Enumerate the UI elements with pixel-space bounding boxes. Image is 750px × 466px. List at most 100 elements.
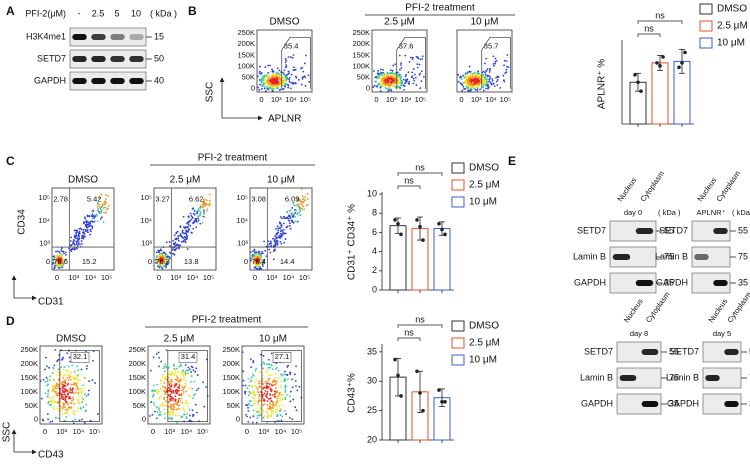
event-dot [74, 229, 77, 232]
event-dot [160, 382, 163, 385]
event-dot [504, 72, 507, 75]
event-dot [275, 227, 278, 230]
legend-swatch [451, 320, 465, 332]
event-dot [174, 395, 177, 398]
band [612, 254, 631, 260]
event-dot [156, 388, 159, 391]
event-dot [64, 258, 67, 261]
gate [167, 350, 208, 423]
event-dot [276, 408, 279, 411]
event-dot [159, 404, 162, 406]
event-dot [195, 220, 198, 223]
event-dot [196, 374, 199, 376]
event-dot [64, 412, 67, 415]
event-dot [78, 243, 81, 246]
band [129, 56, 144, 62]
event-dot [297, 203, 299, 206]
event-dot [249, 380, 252, 383]
condition-label: day 5 [713, 329, 731, 338]
event-dot [267, 64, 269, 67]
event-dot [49, 375, 52, 378]
event-dot [256, 411, 259, 414]
event-dot [182, 240, 185, 242]
event-dot [264, 82, 267, 85]
event-dot [259, 414, 262, 416]
event-dot [54, 387, 57, 390]
event-dot [461, 89, 464, 92]
x-tick-label: 0 [374, 95, 378, 104]
event-dot [163, 382, 166, 384]
kda-label: 55 [738, 225, 748, 235]
event-dot [466, 72, 469, 75]
event-dot [202, 381, 204, 384]
event-dot [250, 259, 252, 262]
event-dot [249, 416, 252, 419]
event-dot [296, 197, 299, 200]
quadrant-value: 6.09 [285, 194, 300, 203]
event-dot [98, 210, 100, 213]
event-dot [178, 234, 181, 237]
event-dot [184, 364, 187, 366]
event-dot [378, 77, 381, 80]
event-dot [267, 413, 270, 416]
y-tick-label: 50K [25, 401, 38, 410]
legend-swatch [699, 37, 713, 49]
event-dot [263, 403, 266, 405]
event-dot [189, 224, 192, 227]
event-dot [294, 220, 297, 223]
event-dot [287, 70, 290, 73]
event-dot [282, 222, 285, 225]
x-tick-label: 10⁴ [285, 95, 297, 104]
gate-value: 35.4 [284, 42, 299, 51]
event-dot [419, 58, 422, 61]
event-dot [460, 78, 463, 80]
event-dot [274, 80, 277, 82]
event-dot [394, 72, 397, 75]
y-tick-label: 250K [352, 28, 370, 37]
event-dot [168, 413, 171, 416]
event-dot [389, 72, 392, 75]
row-label: SETD7 [577, 225, 606, 235]
event-dot [87, 223, 90, 226]
y-tick-label: 100K [128, 387, 146, 396]
event-dot [86, 229, 89, 232]
event-dot [491, 77, 494, 80]
event-dot [64, 390, 66, 393]
event-dot [288, 416, 291, 419]
event-dot [172, 247, 175, 249]
event-dot [298, 385, 301, 388]
event-dot [92, 217, 94, 220]
event-dot [51, 420, 54, 423]
event-dot [262, 354, 265, 357]
bar-y-label: CD31⁺ CD34⁺ % [347, 204, 358, 280]
event-dot [81, 234, 84, 237]
event-dot [39, 380, 42, 382]
event-dot [270, 390, 273, 393]
event-dot [288, 214, 291, 217]
event-dot [277, 227, 280, 230]
event-dot [192, 208, 195, 211]
event-dot [376, 76, 379, 79]
event-dot [89, 220, 92, 223]
event-dot [289, 371, 291, 374]
event-dot [274, 248, 276, 251]
row-label: GAPDH [34, 75, 66, 85]
y-tick-label: 100K [352, 62, 370, 71]
event-dot [493, 64, 495, 67]
legend-swatch [451, 162, 465, 174]
y-tick-label: 50K [357, 73, 370, 82]
x-tick-label: 10⁴ [181, 427, 193, 436]
event-dot [175, 237, 178, 240]
event-dot [202, 206, 204, 208]
event-dot [65, 410, 68, 413]
event-dot [188, 414, 191, 417]
event-dot [180, 397, 182, 400]
event-dot [271, 412, 273, 415]
band [724, 401, 739, 407]
event-dot [276, 400, 279, 403]
event-dot [469, 70, 472, 73]
event-dot [272, 411, 275, 413]
event-dot [74, 235, 77, 238]
event-dot [55, 384, 58, 387]
event-dot [301, 198, 304, 201]
